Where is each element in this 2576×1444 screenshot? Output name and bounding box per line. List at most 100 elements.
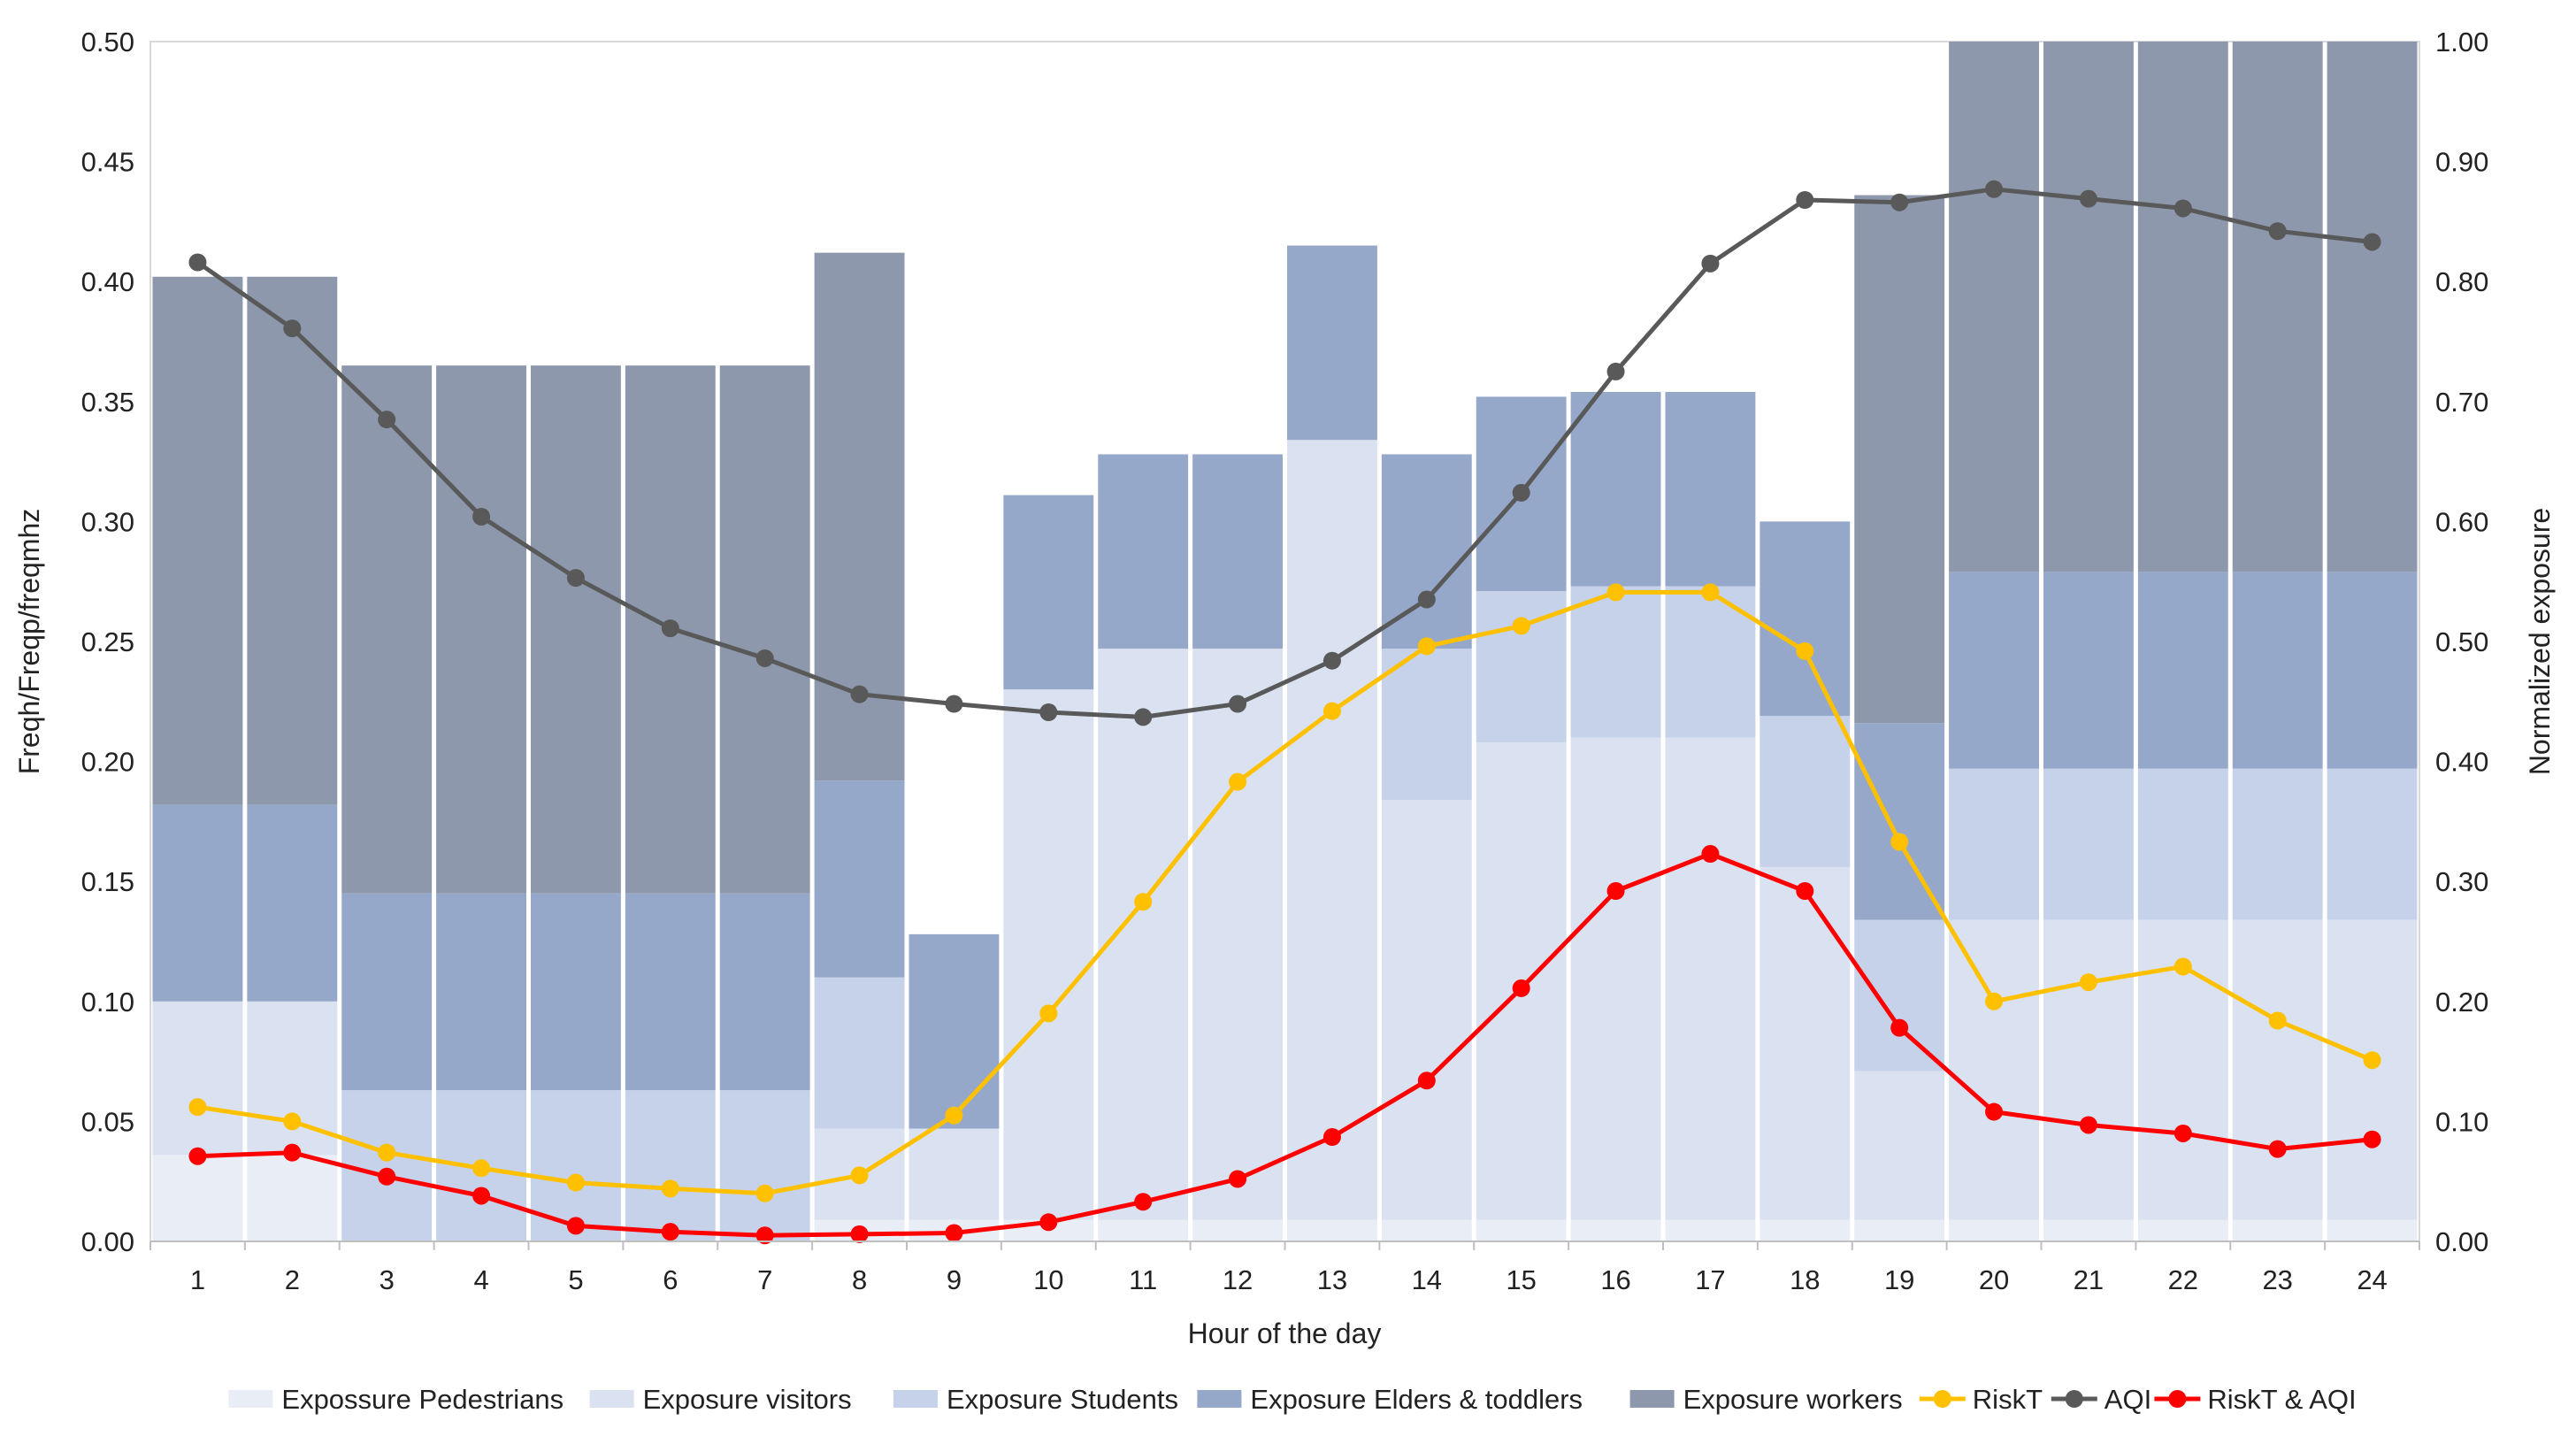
left-y-axis-title: Freqh/Freqp/freqmhz bbox=[13, 509, 45, 775]
point-riskt-hour-15 bbox=[1512, 617, 1530, 635]
bar-exposure-students-hour-20 bbox=[1949, 768, 2039, 920]
point-aqi-hour-22 bbox=[2174, 199, 2192, 218]
bar-exposure-elders-and-toddlers-hour-6 bbox=[625, 893, 716, 1091]
bar-expossure-pedestrians-hour-22 bbox=[2137, 1219, 2228, 1241]
point-riskt-hour-11 bbox=[1134, 893, 1153, 911]
point-riskt-hour-8 bbox=[850, 1166, 869, 1185]
point-riskt-hour-21 bbox=[2079, 973, 2097, 992]
x-tick-label: 8 bbox=[852, 1264, 867, 1295]
point-aqi-hour-9 bbox=[945, 695, 963, 713]
point-riskt-and-aqi-hour-24 bbox=[2363, 1130, 2381, 1148]
right-y-axis-title: Normalized exposure bbox=[2524, 508, 2556, 775]
right-y-tick-label: 0.10 bbox=[2435, 1106, 2488, 1137]
point-aqi-hour-14 bbox=[1417, 590, 1436, 609]
point-riskt-and-aqi-hour-19 bbox=[1890, 1018, 1909, 1037]
left-y-tick-label: 0.30 bbox=[81, 506, 134, 537]
x-tick-label: 3 bbox=[380, 1264, 395, 1295]
bar-exposure-visitors-hour-11 bbox=[1098, 649, 1189, 1220]
bar-exposure-students-hour-21 bbox=[2043, 768, 2134, 920]
x-tick-label: 21 bbox=[2074, 1264, 2104, 1295]
bar-exposure-elders-and-toddlers-hour-17 bbox=[1665, 391, 1756, 587]
right-y-tick-label: 0.40 bbox=[2435, 747, 2488, 778]
left-y-tick-label: 0.45 bbox=[81, 147, 134, 178]
bar-exposure-visitors-hour-17 bbox=[1665, 737, 1756, 1220]
point-aqi-hour-5 bbox=[566, 569, 585, 588]
legend-label-exposure-elders-and-toddlers: Exposure Elders & toddlers bbox=[1250, 1384, 1583, 1415]
bar-exposure-students-hour-22 bbox=[2137, 768, 2228, 920]
point-aqi-hour-13 bbox=[1322, 651, 1341, 670]
point-aqi-hour-23 bbox=[2268, 222, 2287, 241]
bar-exposure-elders-and-toddlers-hour-22 bbox=[2137, 572, 2228, 769]
point-riskt-hour-5 bbox=[566, 1173, 585, 1192]
point-riskt-hour-12 bbox=[1229, 772, 1247, 791]
bar-expossure-pedestrians-hour-14 bbox=[1381, 1219, 1472, 1241]
bar-exposure-elders-and-toddlers-hour-11 bbox=[1098, 454, 1189, 649]
x-tick-label: 5 bbox=[568, 1264, 583, 1295]
legend-marker-riskt bbox=[1933, 1390, 1951, 1408]
x-tick-label: 9 bbox=[947, 1264, 962, 1295]
right-y-axis: 0.00 0.10 0.20 0.30 0.40 0.50 0.60 0.70 0.80 0.90… bbox=[2435, 27, 2488, 1257]
bar-exposure-workers-hour-21 bbox=[2043, 42, 2134, 572]
point-riskt-and-aqi-hour-4 bbox=[472, 1187, 491, 1205]
bar-exposure-elders-and-toddlers-hour-1 bbox=[152, 804, 243, 1002]
point-riskt-and-aqi-hour-5 bbox=[566, 1217, 585, 1235]
bar-exposure-visitors-hour-21 bbox=[2043, 919, 2134, 1220]
bar-exposure-elders-and-toddlers-hour-21 bbox=[2043, 572, 2134, 769]
point-riskt-and-aqi-hour-17 bbox=[1701, 845, 1720, 864]
x-tick-label: 22 bbox=[2168, 1264, 2198, 1295]
legend-swatch-exposure-elders-and-toddlers bbox=[1197, 1390, 1242, 1408]
x-tick-label: 2 bbox=[285, 1264, 300, 1295]
bar-exposure-elders-and-toddlers-hour-19 bbox=[1854, 723, 1945, 920]
bar-exposure-elders-and-toddlers-hour-20 bbox=[1949, 572, 2039, 769]
bar-expossure-pedestrians-hour-18 bbox=[1760, 1219, 1851, 1241]
bar-exposure-elders-and-toddlers-hour-2 bbox=[247, 804, 338, 1002]
bar-exposure-visitors-hour-1 bbox=[152, 1001, 243, 1156]
left-y-tick-label: 0.25 bbox=[81, 626, 134, 657]
point-riskt-hour-2 bbox=[283, 1112, 302, 1131]
point-riskt-and-aqi-hour-8 bbox=[850, 1225, 869, 1243]
line-riskt-and-aqi bbox=[197, 851, 2373, 1238]
point-riskt-hour-22 bbox=[2174, 957, 2192, 976]
bar-exposure-elders-and-toddlers-hour-9 bbox=[908, 933, 1000, 1129]
point-riskt-and-aqi-hour-22 bbox=[2174, 1124, 2192, 1142]
line-layer bbox=[188, 180, 2381, 1245]
bar-exposure-students-hour-16 bbox=[1570, 586, 1661, 738]
line-aqi bbox=[196, 187, 2373, 719]
point-aqi-hour-15 bbox=[1512, 483, 1530, 502]
bar-exposure-elders-and-toddlers-hour-3 bbox=[341, 893, 433, 1091]
point-riskt-hour-3 bbox=[378, 1143, 396, 1162]
point-riskt-hour-19 bbox=[1890, 833, 1909, 851]
left-y-tick-label: 0.40 bbox=[81, 266, 134, 297]
bar-expossure-pedestrians-hour-17 bbox=[1665, 1219, 1756, 1241]
legend-label-aqi: AQI bbox=[2104, 1384, 2151, 1415]
right-y-tick-label: 0.90 bbox=[2435, 147, 2488, 178]
point-riskt-and-aqi-hour-18 bbox=[1796, 882, 1814, 901]
point-aqi-hour-12 bbox=[1229, 695, 1247, 713]
bar-expossure-pedestrians-hour-2 bbox=[247, 1155, 338, 1241]
bar-exposure-workers-hour-4 bbox=[436, 365, 526, 894]
bar-expossure-pedestrians-hour-23 bbox=[2232, 1219, 2323, 1241]
right-y-tick-label: 0.70 bbox=[2435, 387, 2488, 418]
point-aqi-hour-16 bbox=[1606, 362, 1625, 380]
right-y-tick-label: 0.30 bbox=[2435, 866, 2488, 897]
bar-exposure-workers-hour-22 bbox=[2137, 42, 2228, 572]
point-aqi-hour-4 bbox=[472, 507, 491, 526]
point-aqi-hour-6 bbox=[661, 619, 679, 638]
bar-exposure-workers-hour-24 bbox=[2327, 42, 2418, 572]
x-tick-label: 6 bbox=[663, 1264, 678, 1295]
point-riskt-hour-1 bbox=[188, 1098, 207, 1117]
x-tick-label: 13 bbox=[1317, 1264, 1347, 1295]
left-y-tick-label: 0.20 bbox=[81, 747, 134, 778]
x-tick-label: 23 bbox=[2262, 1264, 2292, 1295]
legend-swatch-exposure-workers bbox=[1629, 1390, 1675, 1408]
x-tick-label: 1 bbox=[190, 1264, 205, 1295]
legend-swatch-exposure-students bbox=[893, 1390, 938, 1408]
bar-expossure-pedestrians-hour-13 bbox=[1287, 1219, 1377, 1241]
left-y-tick-label: 0.05 bbox=[81, 1106, 134, 1137]
bar-exposure-students-hour-3 bbox=[341, 1090, 433, 1241]
point-riskt-hour-9 bbox=[945, 1106, 963, 1125]
x-tick-label: 7 bbox=[757, 1264, 772, 1295]
point-aqi-hour-19 bbox=[1890, 193, 1909, 211]
left-y-tick-label: 0.35 bbox=[81, 387, 134, 418]
bar-expossure-pedestrians-hour-20 bbox=[1949, 1219, 2039, 1241]
